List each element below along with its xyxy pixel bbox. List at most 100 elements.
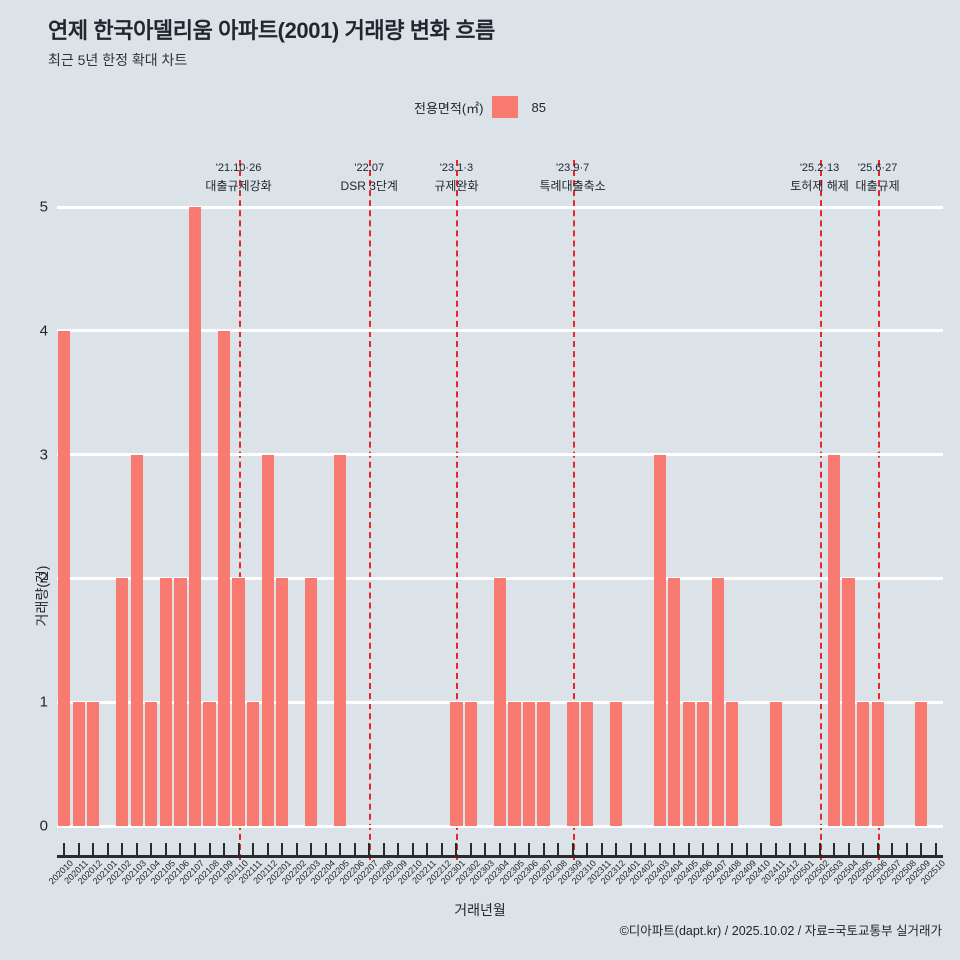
bar-slot: [231, 207, 246, 826]
bar-slot: [275, 207, 290, 826]
bar-slot: [841, 207, 856, 826]
bar[interactable]: [537, 702, 550, 826]
bar[interactable]: [682, 702, 695, 826]
bar-slot: [130, 207, 145, 826]
bar-slot: [144, 207, 159, 826]
bar-slot: [318, 207, 333, 826]
bar-slot: [580, 207, 595, 826]
x-axis-tick: [876, 843, 879, 858]
bar[interactable]: [508, 702, 521, 826]
bar[interactable]: [188, 207, 202, 826]
bar-slot: [435, 207, 450, 826]
x-axis-tick: [426, 843, 429, 858]
bar[interactable]: [653, 454, 666, 826]
bar[interactable]: [261, 454, 274, 826]
bar[interactable]: [522, 702, 536, 826]
bar[interactable]: [174, 578, 187, 826]
bar[interactable]: [116, 578, 129, 826]
bar[interactable]: [305, 578, 318, 826]
bar-slot: [188, 207, 203, 826]
x-axis-tick: [310, 843, 313, 858]
bar[interactable]: [711, 578, 724, 826]
legend-swatch-icon: [491, 96, 518, 118]
bar[interactable]: [769, 702, 783, 826]
bar-slot: [667, 207, 682, 826]
x-axis-tick: [266, 843, 269, 858]
x-axis-tick: [193, 843, 196, 858]
bar[interactable]: [159, 578, 173, 826]
bar[interactable]: [610, 702, 623, 826]
chart-legend: 전용면적(㎡) 85: [0, 96, 960, 118]
event-annotation: '23.9·7 특례대출축소: [539, 160, 605, 196]
event-date: '25.6·27: [857, 162, 898, 174]
bar-slot: [812, 207, 827, 826]
x-axis-tick: [586, 843, 589, 858]
bar[interactable]: [871, 702, 884, 826]
bar[interactable]: [58, 330, 71, 826]
bar[interactable]: [697, 702, 710, 826]
bar[interactable]: [915, 702, 928, 826]
bar-slot: [173, 207, 188, 826]
x-axis-tick: [862, 843, 865, 858]
bar[interactable]: [493, 578, 507, 826]
bar-slot: [246, 207, 261, 826]
x-axis-tick: [818, 843, 821, 858]
x-axis-tick: [106, 843, 109, 858]
bar[interactable]: [566, 702, 579, 826]
x-axis-tick: [600, 843, 603, 858]
bar-slot: [769, 207, 784, 826]
event-date: '23.9·7: [555, 162, 590, 174]
bar-slot: [565, 207, 580, 826]
x-axis-tick: [905, 843, 908, 858]
x-axis-tick: [237, 843, 240, 858]
x-axis-tick: [804, 843, 807, 858]
bar[interactable]: [726, 702, 739, 826]
x-axis-tick: [411, 843, 414, 858]
bar[interactable]: [246, 702, 260, 826]
bar[interactable]: [827, 454, 841, 826]
bar[interactable]: [276, 578, 289, 826]
bar[interactable]: [72, 702, 85, 826]
event-annotation: '25.2·13 토허제 해제: [790, 160, 849, 196]
x-axis-tick: [223, 843, 226, 858]
bar[interactable]: [217, 330, 231, 826]
bar-slot: [347, 207, 362, 826]
gridline: [57, 329, 943, 333]
bar[interactable]: [581, 702, 594, 826]
x-axis-tick: [702, 843, 705, 858]
x-axis-tick: [353, 843, 356, 858]
bar[interactable]: [130, 454, 143, 826]
x-axis-tick: [92, 843, 95, 858]
bar-slot: [202, 207, 217, 826]
bar-slot: [57, 207, 72, 826]
x-axis-tick: [687, 843, 690, 858]
gridline: [57, 205, 943, 209]
bar-slot: [522, 207, 537, 826]
bar[interactable]: [232, 578, 245, 826]
bar[interactable]: [450, 702, 463, 826]
bar[interactable]: [334, 454, 347, 826]
bar-slot: [551, 207, 566, 826]
x-axis-tick: [484, 843, 487, 858]
bar[interactable]: [842, 578, 855, 826]
y-axis-tick-label: 2: [39, 569, 48, 587]
bar[interactable]: [145, 702, 158, 826]
y-axis-tick-label: 0: [39, 817, 48, 835]
event-marker-line: [819, 160, 822, 860]
event-marker-line: [238, 160, 241, 860]
bar-slot: [798, 207, 813, 826]
event-marker-line: [369, 160, 372, 860]
event-marker-line: [456, 160, 459, 860]
bar[interactable]: [203, 702, 216, 826]
bar-slot: [653, 207, 668, 826]
page-title: 연제 한국아델리움 아파트(2001) 거래량 변화 흐름: [48, 18, 495, 43]
bar[interactable]: [857, 702, 870, 826]
x-axis-tick: [455, 843, 458, 858]
bar[interactable]: [668, 578, 681, 826]
legend-series-label: 85: [531, 99, 546, 115]
x-axis-tick: [499, 843, 501, 858]
bar[interactable]: [87, 702, 100, 826]
bar-slot: [377, 207, 392, 826]
x-axis-tick: [164, 843, 167, 858]
bar[interactable]: [464, 702, 478, 826]
